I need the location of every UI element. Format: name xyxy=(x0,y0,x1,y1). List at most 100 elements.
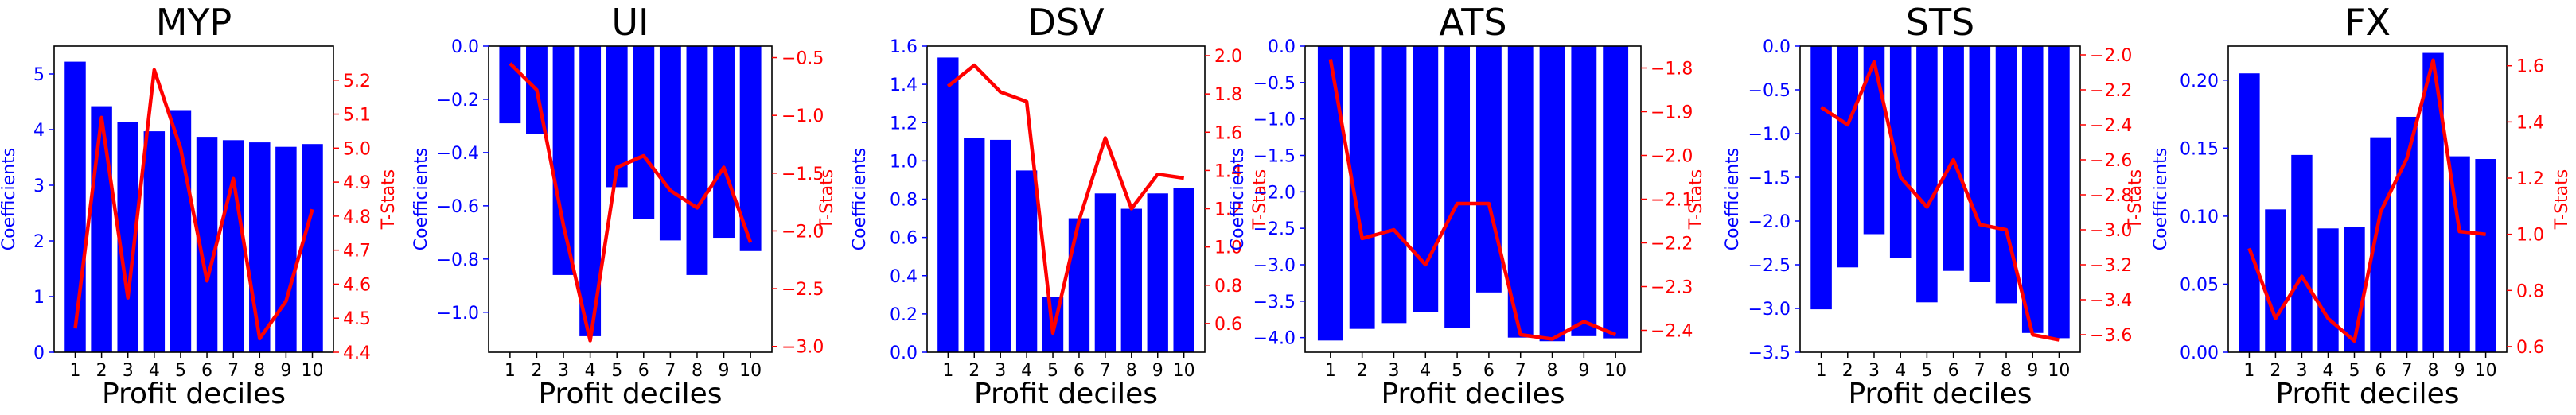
bar xyxy=(964,138,985,352)
y-tick-label: 0.4 xyxy=(890,267,918,287)
y2-tick-label: −2.0 xyxy=(2090,46,2132,66)
y2-tick-label: −2.8 xyxy=(2090,186,2132,206)
x-tick-label: 6 xyxy=(2375,361,2387,381)
x-axis-label: Profit deciles xyxy=(1381,378,1565,410)
y-tick-label: −1.0 xyxy=(1253,111,1296,130)
y-tick-label: 3 xyxy=(33,176,45,196)
x-axis-label: Profit deciles xyxy=(538,378,722,410)
y2-tick-label: 1.8 xyxy=(1214,85,1242,105)
y-tick-label: −0.8 xyxy=(437,250,479,270)
x-tick-label: 5 xyxy=(1047,361,1058,381)
y2-tick-label: −3.6 xyxy=(2090,326,2132,346)
bar xyxy=(1916,46,1938,303)
y-tick-label: 0.10 xyxy=(2180,208,2219,227)
y2-tick-label: −0.5 xyxy=(781,49,824,69)
x-tick-label: 10 xyxy=(2048,361,2070,381)
x-tick-label: 2 xyxy=(1842,361,1853,381)
bar xyxy=(2239,73,2260,352)
bar xyxy=(143,131,166,352)
x-tick-label: 4 xyxy=(1021,361,1032,381)
x-tick-label: 7 xyxy=(228,361,239,381)
x-tick-label: 2 xyxy=(968,361,980,381)
bar xyxy=(1147,193,1168,352)
bar xyxy=(222,140,244,353)
bar xyxy=(1810,46,1832,310)
x-tick-label: 8 xyxy=(254,361,265,381)
x-tick-label: 2 xyxy=(1357,361,1368,381)
bar xyxy=(1444,46,1471,328)
x-tick-label: 3 xyxy=(2296,361,2307,381)
y-tick-label: −0.6 xyxy=(437,197,479,217)
y-tick-label: 0.20 xyxy=(2180,72,2219,91)
y-tick-label: 2 xyxy=(33,232,45,252)
bar xyxy=(249,142,271,352)
x-tick-label: 4 xyxy=(1895,361,1906,381)
y-axis-label: Coefficients xyxy=(411,148,431,250)
y-tick-label: −2.5 xyxy=(1748,256,1791,276)
bar xyxy=(2021,46,2044,333)
bar xyxy=(1863,46,1885,235)
y-tick-label: −0.4 xyxy=(437,144,479,164)
x-tick-label: 7 xyxy=(1100,361,1111,381)
y2-tick-label: −2.5 xyxy=(781,280,824,300)
y2-tick-label: 1.2 xyxy=(1214,200,1242,220)
x-tick-label: 7 xyxy=(1515,361,1526,381)
x-tick-label: 3 xyxy=(1869,361,1880,381)
y-tick-label: −4.0 xyxy=(1253,329,1296,349)
x-tick-label: 4 xyxy=(585,361,596,381)
y-tick-label: 0.00 xyxy=(2180,343,2219,363)
x-tick-label: 3 xyxy=(123,361,134,381)
y2-axis-label: T-Stats xyxy=(379,169,399,231)
chart-title: FX xyxy=(2344,1,2391,44)
y-tick-label: 0.0 xyxy=(1268,37,1296,57)
y-tick-label: −0.5 xyxy=(1748,81,1791,101)
y2-tick-label: 5.1 xyxy=(343,106,371,126)
y-axis-label: Coefficients xyxy=(1228,148,1248,250)
y-tick-label: −0.2 xyxy=(437,91,479,111)
y2-tick-label: 4.6 xyxy=(343,275,371,295)
y-tick-label: −3.5 xyxy=(1748,343,1791,363)
x-tick-label: 8 xyxy=(1547,361,1558,381)
y2-tick-label: 0.6 xyxy=(1214,315,1242,335)
chart-title: DSV xyxy=(1027,1,1105,44)
y2-tick-label: 1.2 xyxy=(2516,169,2544,189)
y-tick-label: 0.0 xyxy=(890,343,918,363)
bar xyxy=(1969,46,1991,282)
x-tick-label: 1 xyxy=(1816,361,1827,381)
chart-title: UI xyxy=(611,1,649,44)
x-tick-label: 6 xyxy=(201,361,212,381)
y2-tick-label: 0.6 xyxy=(2516,338,2544,358)
bar xyxy=(2475,159,2496,352)
x-tick-label: 10 xyxy=(302,361,324,381)
plot-frame xyxy=(2227,45,2508,353)
bar xyxy=(1120,208,1142,352)
y2-tick-label: 5.2 xyxy=(343,72,371,91)
y-tick-label: 0.8 xyxy=(890,191,918,211)
y-tick-label: −3.5 xyxy=(1253,293,1296,312)
y2-tick-label: 4.7 xyxy=(343,242,371,262)
bar xyxy=(1068,218,1090,352)
x-tick-label: 8 xyxy=(692,361,703,381)
y-tick-label: 1.4 xyxy=(890,76,918,95)
x-tick-label: 1 xyxy=(505,361,516,381)
bar xyxy=(302,144,323,352)
y-axis-label: Coefficients xyxy=(0,148,19,250)
chart-title: MYP xyxy=(156,1,232,44)
x-tick-label: 4 xyxy=(149,361,160,381)
bar xyxy=(659,46,681,241)
y2-tick-label: −2.2 xyxy=(1650,235,1693,254)
y2-tick-label: −2.4 xyxy=(1650,322,1693,342)
x-tick-label: 5 xyxy=(2348,361,2360,381)
y-axis-label: Coefficients xyxy=(850,148,870,250)
x-tick-label: 5 xyxy=(611,361,622,381)
x-tick-label: 9 xyxy=(2027,361,2038,381)
y-tick-label: 0.2 xyxy=(890,305,918,325)
bar xyxy=(91,106,112,352)
x-tick-label: 3 xyxy=(1388,361,1399,381)
bar xyxy=(1539,46,1565,342)
y-tick-label: −3.0 xyxy=(1748,300,1791,320)
plot-frame xyxy=(53,45,334,353)
bar xyxy=(937,57,959,352)
